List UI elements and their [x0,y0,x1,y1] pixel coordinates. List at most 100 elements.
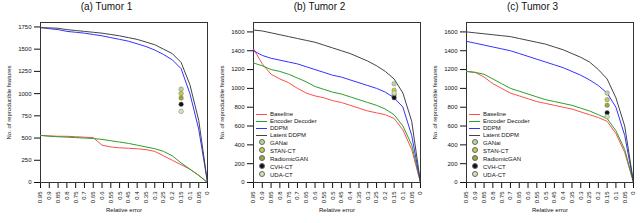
html-text:GANai: GANai [270,139,288,146]
svg-text:Relative error: Relative error [319,207,355,213]
svg-text:0.3: 0.3 [578,191,584,200]
svg-text:250: 250 [21,157,32,163]
svg-text:No. of reproducible features: No. of reproducible features [432,65,438,139]
svg-text:1000: 1000 [231,85,245,91]
svg-text:0: 0 [417,191,423,195]
svg-text:1000: 1000 [18,91,32,97]
svg-text:200: 200 [234,161,245,167]
svg-text:0.1: 0.1 [400,191,406,200]
svg-text:0.85: 0.85 [481,191,487,203]
svg-text:0.05: 0.05 [409,191,415,203]
svg-text:0.2: 0.2 [595,191,601,200]
svg-text:0: 0 [454,179,458,185]
svg-text:0.85: 0.85 [268,191,274,203]
svg-text:0: 0 [28,179,32,185]
svg-text:0.2: 0.2 [169,191,175,200]
svg-text:0.3: 0.3 [152,191,158,200]
svg-text:0: 0 [241,179,245,185]
svg-text:0.35: 0.35 [143,191,149,203]
svg-text:1200: 1200 [231,66,245,72]
svg-text:0.1: 0.1 [613,191,619,200]
svg-text:Relative error: Relative error [532,207,568,213]
svg-text:1250: 1250 [18,68,32,74]
svg-text:0.65: 0.65 [516,191,522,203]
svg-text:0.25: 0.25 [160,191,166,203]
svg-text:600: 600 [447,123,458,129]
svg-text:0.95: 0.95 [250,191,256,203]
svg-text:0.35: 0.35 [569,191,575,203]
svg-text:800: 800 [447,104,458,110]
svg-text:1600: 1600 [444,29,458,35]
svg-text:No. of reproducible features: No. of reproducible features [219,65,225,139]
svg-text:0.15: 0.15 [604,191,610,203]
svg-text:0.1: 0.1 [187,191,193,200]
svg-text:0.45: 0.45 [551,191,557,203]
svg-text:400: 400 [447,142,458,148]
html-text:CVH-CT: CVH-CT [270,163,293,170]
svg-text:0.6: 0.6 [99,191,105,200]
svg-text:1500: 1500 [18,46,32,52]
svg-text:0.95: 0.95 [463,191,469,203]
svg-text:0.55: 0.55 [534,191,540,203]
svg-text:1000: 1000 [444,85,458,91]
svg-text:0: 0 [204,191,210,195]
svg-text:No. of reproducible features: No. of reproducible features [6,65,12,139]
svg-text:0.75: 0.75 [499,191,505,203]
svg-text:1400: 1400 [444,48,458,54]
svg-text:0.65: 0.65 [303,191,309,203]
html-text:(c) Tumor 3: (c) Tumor 3 [506,1,559,12]
svg-text:200: 200 [447,161,458,167]
svg-text:0.4: 0.4 [134,191,140,200]
svg-text:1400: 1400 [231,48,245,54]
svg-text:0.4: 0.4 [347,191,353,200]
svg-text:0.15: 0.15 [391,191,397,203]
html-text:UDA-CT: UDA-CT [270,171,293,178]
svg-text:0.05: 0.05 [196,191,202,203]
svg-text:0.85: 0.85 [55,191,61,203]
svg-text:0.45: 0.45 [125,191,131,203]
svg-text:0.8: 0.8 [277,191,283,200]
svg-text:0.6: 0.6 [525,191,531,200]
svg-text:800: 800 [234,104,245,110]
svg-text:0.25: 0.25 [586,191,592,203]
svg-text:0.75: 0.75 [286,191,292,203]
svg-text:0.8: 0.8 [490,191,496,200]
svg-text:0.15: 0.15 [178,191,184,203]
html-text:STAN-CT: STAN-CT [270,147,296,154]
svg-text:0.9: 0.9 [46,191,52,200]
html-text:(b) Tumor 2: (b) Tumor 2 [293,1,346,12]
svg-text:0.2: 0.2 [382,191,388,200]
svg-text:0.4: 0.4 [560,191,566,200]
html-text:RadiomicGAN: RadiomicGAN [270,155,308,162]
svg-text:1200: 1200 [444,66,458,72]
svg-text:1600: 1600 [231,29,245,35]
svg-text:0.5: 0.5 [330,191,336,200]
svg-text:1750: 1750 [18,24,32,30]
svg-text:0.7: 0.7 [507,191,513,200]
svg-text:0: 0 [630,191,636,195]
html-text:(a) Tumor 1: (a) Tumor 1 [80,1,133,12]
svg-text:750: 750 [21,113,32,119]
svg-text:0.05: 0.05 [622,191,628,203]
svg-text:500: 500 [21,135,32,141]
svg-text:0.75: 0.75 [73,191,79,203]
svg-text:0.8: 0.8 [64,191,70,200]
svg-text:0.95: 0.95 [37,191,43,203]
svg-text:0.55: 0.55 [321,191,327,203]
svg-text:0.7: 0.7 [81,191,87,200]
svg-text:0.55: 0.55 [108,191,114,203]
svg-text:0.3: 0.3 [365,191,371,200]
svg-text:0.6: 0.6 [312,191,318,200]
svg-text:Relative error: Relative error [106,207,142,213]
svg-text:0.5: 0.5 [543,191,549,200]
svg-text:400: 400 [234,142,245,148]
svg-text:0.25: 0.25 [373,191,379,203]
svg-text:0.7: 0.7 [294,191,300,200]
svg-text:0.5: 0.5 [117,191,123,200]
svg-text:0.9: 0.9 [259,191,265,200]
svg-text:0.9: 0.9 [472,191,478,200]
svg-text:600: 600 [234,123,245,129]
svg-text:0.65: 0.65 [90,191,96,203]
svg-text:0.45: 0.45 [338,191,344,203]
svg-text:0.35: 0.35 [356,191,362,203]
